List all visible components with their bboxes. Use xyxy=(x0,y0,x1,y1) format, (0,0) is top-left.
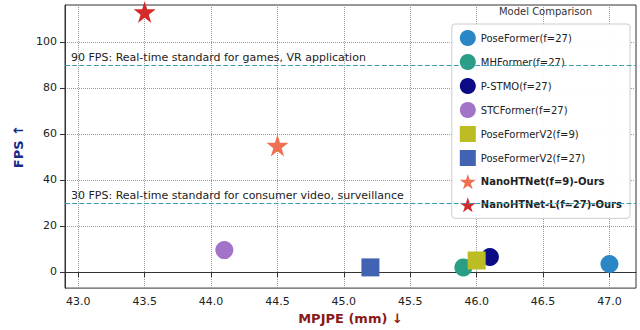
svg-text:47.0: 47.0 xyxy=(597,295,622,308)
svg-text:45.5: 45.5 xyxy=(398,295,423,308)
svg-text:46.0: 46.0 xyxy=(464,295,489,308)
svg-text:43.5: 43.5 xyxy=(132,295,157,308)
svg-text:45.0: 45.0 xyxy=(332,295,357,308)
svg-text:NanoHTNet-L(f=27)-Ours: NanoHTNet-L(f=27)-Ours xyxy=(481,199,622,210)
svg-text:46.5: 46.5 xyxy=(531,295,556,308)
svg-text:30 FPS: Real-time standard for: 30 FPS: Real-time standard for consumer … xyxy=(71,189,404,202)
svg-text:44.5: 44.5 xyxy=(265,295,290,308)
svg-text:PoseFormerV2(f=27): PoseFormerV2(f=27) xyxy=(481,153,585,164)
svg-text:80: 80 xyxy=(43,81,57,94)
svg-text:PoseFormerV2(f=9): PoseFormerV2(f=9) xyxy=(481,129,579,140)
svg-text:90 FPS: Real-time standard for: 90 FPS: Real-time standard for games, VR… xyxy=(71,51,366,64)
svg-text:43.0: 43.0 xyxy=(66,295,91,308)
svg-text:P-STMO(f=27): P-STMO(f=27) xyxy=(481,81,552,92)
svg-text:FPS ↑: FPS ↑ xyxy=(11,125,26,168)
svg-text:Model Comparison: Model Comparison xyxy=(499,6,592,17)
svg-text:20: 20 xyxy=(43,219,57,232)
svg-text:0: 0 xyxy=(50,265,57,278)
svg-text:100: 100 xyxy=(36,35,57,48)
svg-text:NanoHTNet(f=9)-Ours: NanoHTNet(f=9)-Ours xyxy=(481,176,605,187)
svg-text:40: 40 xyxy=(43,173,57,186)
svg-text:44.0: 44.0 xyxy=(199,295,224,308)
svg-text:MPJPE (mm) ↓: MPJPE (mm) ↓ xyxy=(298,311,403,326)
svg-text:PoseFormer(f=27): PoseFormer(f=27) xyxy=(481,33,572,44)
svg-text:STCFormer(f=27): STCFormer(f=27) xyxy=(481,105,568,116)
svg-text:MHFormer(f=27): MHFormer(f=27) xyxy=(480,56,565,68)
svg-text:60: 60 xyxy=(43,127,57,140)
